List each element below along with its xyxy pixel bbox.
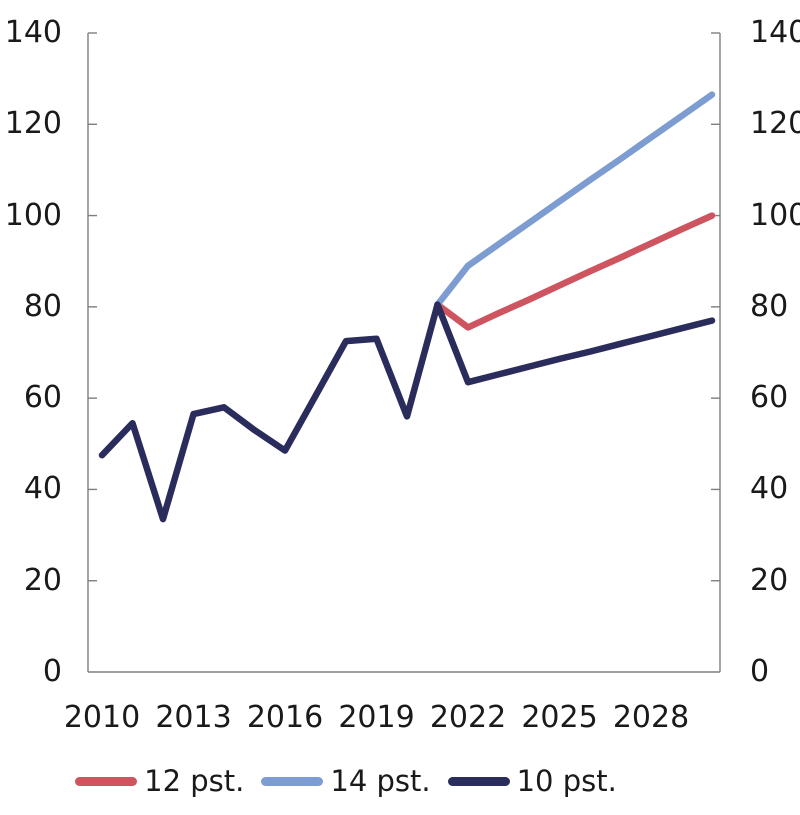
x-axis-tick-label: 2010 xyxy=(63,700,141,735)
y-axis-tick-label-left: 120 xyxy=(4,106,62,142)
y-axis-tick-label-right: 0 xyxy=(750,654,770,689)
legend-line-swatch-navy xyxy=(447,776,510,786)
legend-row: 12 pst. 14 pst. 10 pst. xyxy=(75,764,617,798)
x-axis-tick-label: 2028 xyxy=(612,700,690,735)
y-axis-tick-label-left: 0 xyxy=(42,654,62,689)
x-axis-tick-label: 2019 xyxy=(338,700,415,735)
y-axis-tick-label-left: 20 xyxy=(23,562,62,598)
y-axis-tick-label-left: 80 xyxy=(23,288,62,324)
x-axis-tick-label: 2025 xyxy=(521,700,598,735)
legend-label: 12 pst. xyxy=(144,764,245,798)
legend-label: 10 pst. xyxy=(516,764,617,798)
y-axis-tick-label-right: 100 xyxy=(750,197,800,233)
y-axis-tick-label-left: 140 xyxy=(4,15,62,50)
y-axis-tick-label-left: 40 xyxy=(23,471,62,507)
y-axis-tick-label-right: 20 xyxy=(750,562,789,598)
legend-item-10-pst: 10 pst. xyxy=(447,764,617,798)
legend-item-12-pst: 12 pst. xyxy=(75,764,244,798)
y-axis-tick-label-right: 40 xyxy=(750,471,789,507)
y-axis-tick-label-right: 140 xyxy=(750,15,800,50)
series-line-14-pst xyxy=(434,91,716,308)
series-line-10-pst xyxy=(98,301,716,523)
series-line-12-pst xyxy=(434,212,716,331)
y-axis-tick-label-left: 60 xyxy=(23,380,62,416)
legend: 12 pst. 14 pst. 10 pst. xyxy=(0,764,800,798)
legend-line-swatch-blue xyxy=(261,776,324,786)
legend-line-swatch-red xyxy=(75,776,138,786)
legend-item-14-pst: 14 pst. xyxy=(261,764,431,798)
y-axis-tick-label-right: 120 xyxy=(750,106,800,142)
x-axis-tick-label: 2013 xyxy=(155,700,232,735)
x-axis-tick-label: 2016 xyxy=(246,700,324,735)
y-axis-tick-label-left: 100 xyxy=(4,197,62,233)
legend-label: 14 pst. xyxy=(330,764,431,798)
x-axis-tick-label: 2022 xyxy=(429,700,507,735)
y-axis-tick-label-right: 60 xyxy=(750,380,789,416)
y-axis-tick-label-right: 80 xyxy=(750,288,789,324)
